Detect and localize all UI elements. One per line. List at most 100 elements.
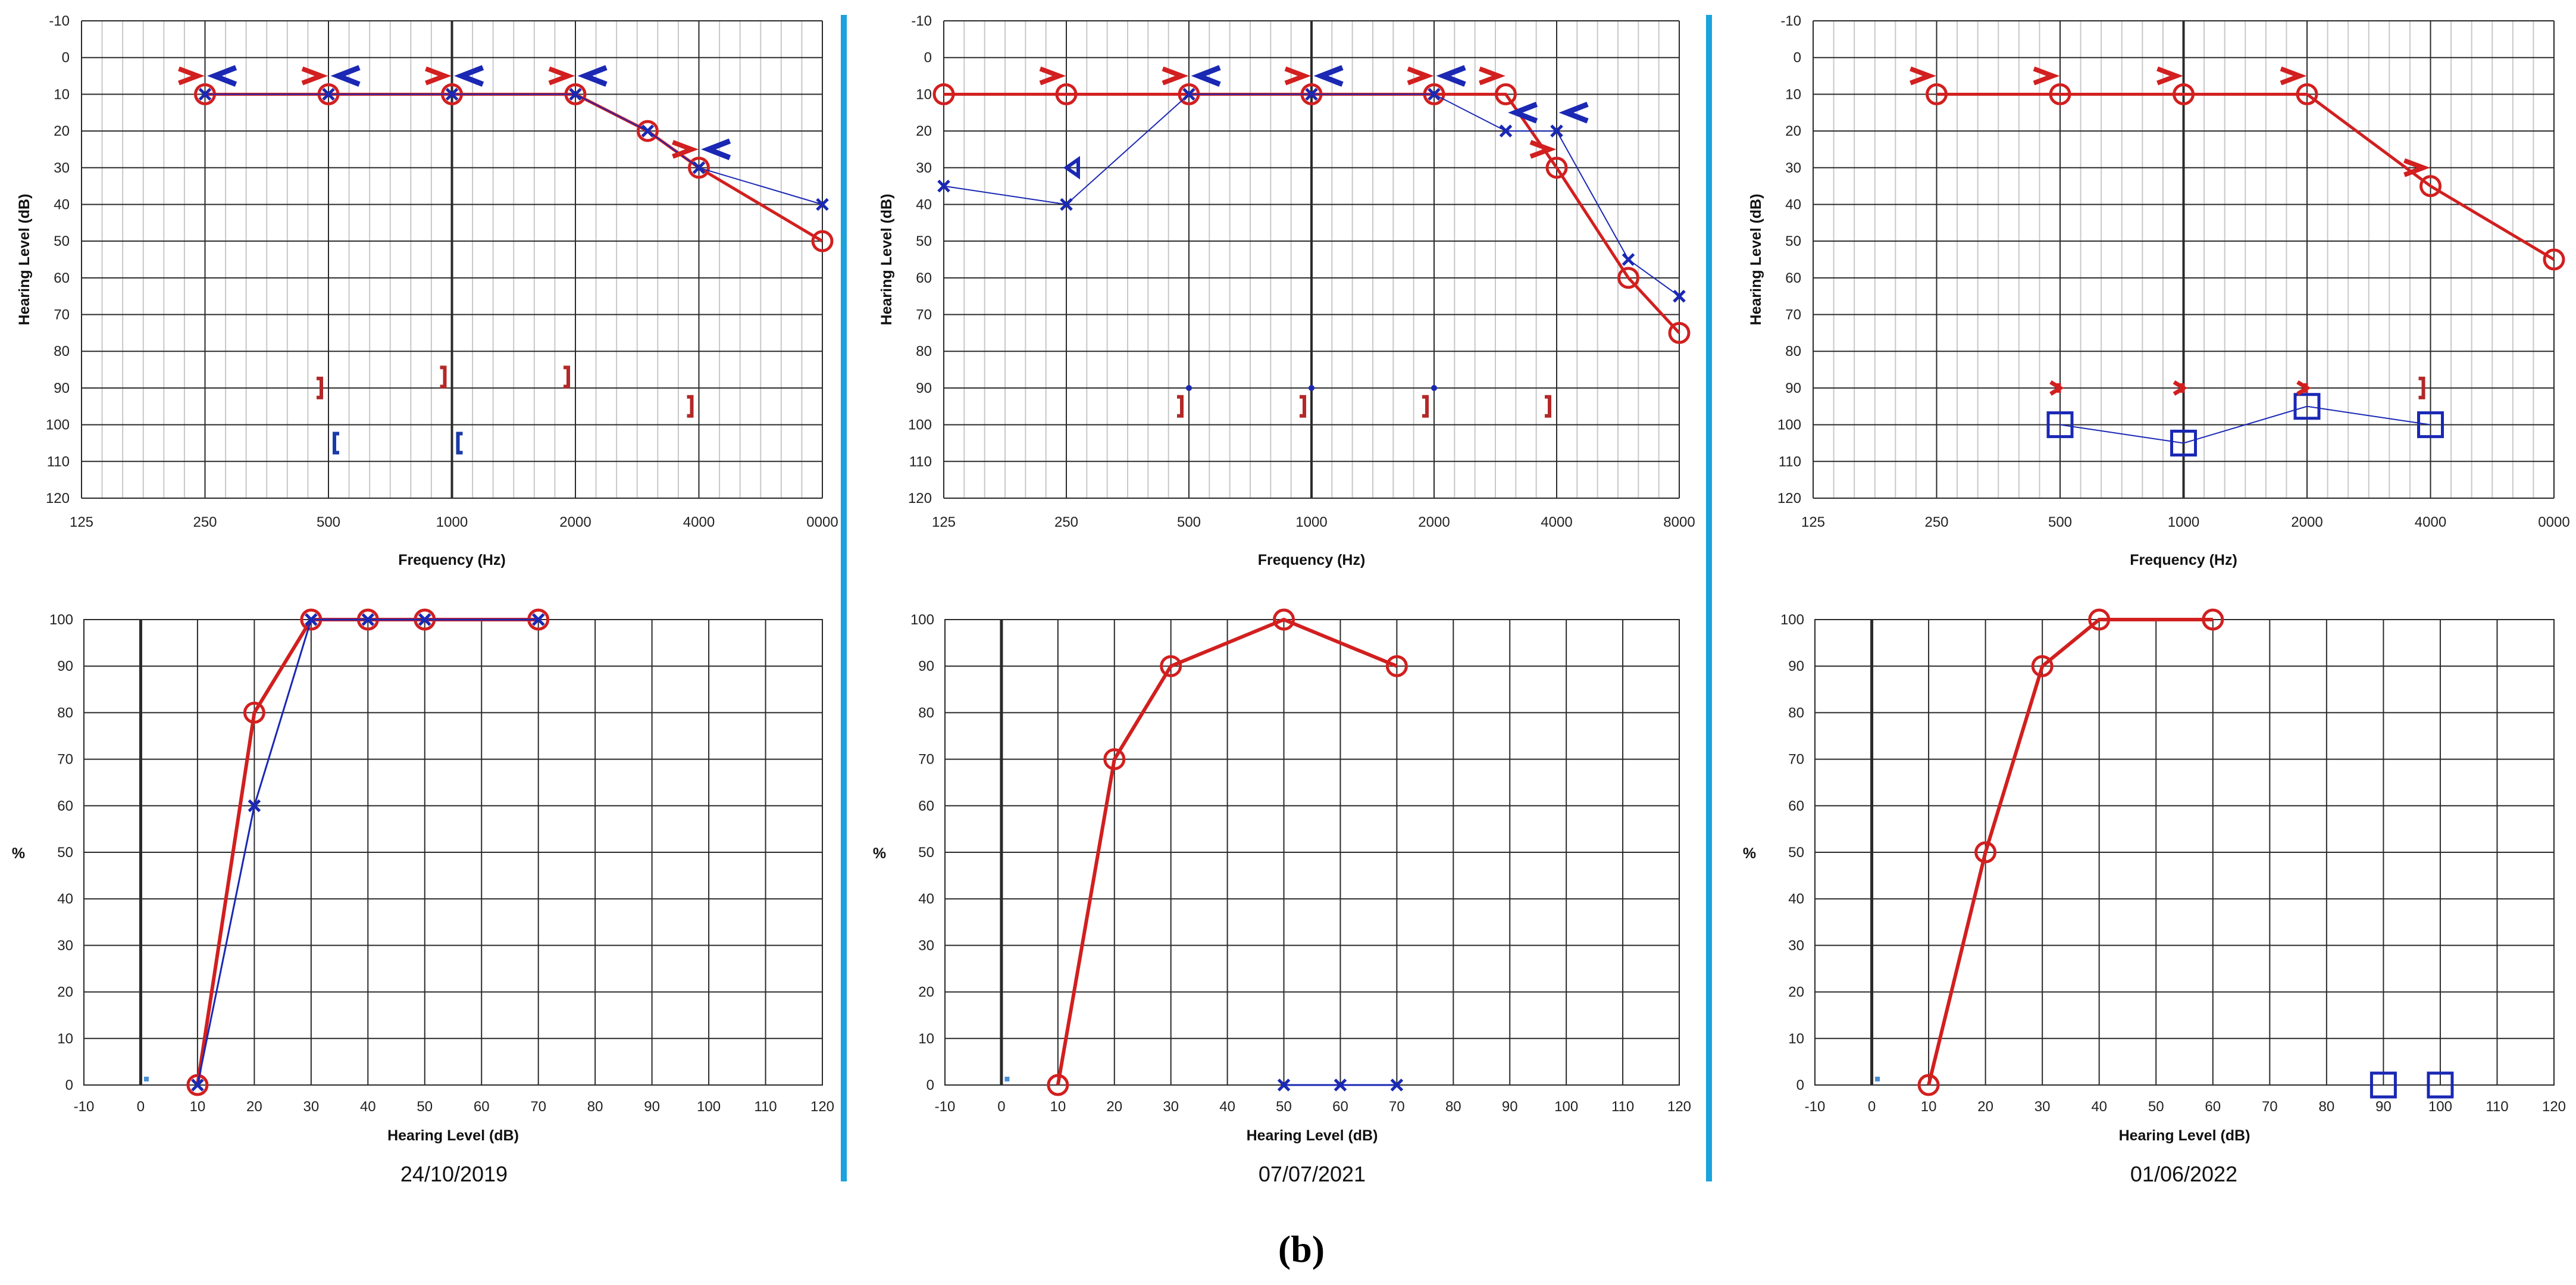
y-tick-label: 30 — [1788, 937, 1804, 953]
data-point — [305, 613, 318, 626]
x-tick-label: 20 — [1106, 1099, 1122, 1115]
series-left-ear — [191, 613, 545, 1092]
y-tick-label: 0 — [924, 50, 932, 66]
y-tick-label: 0 — [62, 50, 70, 66]
y-tick-label: 100 — [910, 612, 934, 628]
x-tick-label: 120 — [2542, 1099, 2566, 1115]
data-point — [701, 138, 731, 161]
y-tick-label: 10 — [1785, 86, 1801, 102]
y-tick-label: 70 — [54, 307, 70, 323]
y-tick-label: 20 — [1788, 984, 1804, 1001]
y-tick-label: 100 — [1780, 612, 1804, 628]
data-point — [1558, 102, 1589, 124]
y-tick-label: 80 — [57, 705, 73, 721]
data-point — [1390, 1078, 1404, 1092]
data-point — [1431, 384, 1437, 391]
series-right-ear-masked — [1910, 66, 2430, 177]
y-tick-label: 80 — [916, 343, 932, 359]
y-tick-label: 110 — [1779, 454, 1801, 470]
y-tick-label: 30 — [1785, 160, 1801, 176]
x-tick-label: 500 — [1177, 514, 1201, 530]
data-point — [322, 87, 335, 101]
data-point — [2170, 429, 2197, 457]
data-point — [317, 376, 323, 399]
x-tick-label: 0 — [137, 1099, 145, 1115]
data-point — [636, 120, 659, 142]
series-line — [196, 618, 539, 1086]
x-tick-label: 4000 — [2415, 514, 2446, 530]
figure-label: (b) — [1278, 1228, 1325, 1270]
x-tick-label: 2000 — [559, 514, 591, 530]
x-tick-label: 120 — [1667, 1099, 1691, 1115]
x-tick-label: 125 — [70, 514, 93, 530]
x-tick-label: 0000 — [806, 514, 838, 530]
data-point — [1550, 124, 1563, 137]
y-tick-label: 70 — [916, 307, 932, 323]
data-point — [333, 432, 339, 455]
data-point — [1673, 289, 1686, 303]
data-point — [1910, 66, 1936, 86]
data-point — [1428, 87, 1441, 101]
x-tick-label: 8000 — [1663, 514, 1695, 530]
x-tick-label: 10 — [1921, 1099, 1937, 1115]
y-tick-label: -10 — [49, 13, 70, 29]
y-tick-label: 100 — [908, 417, 932, 433]
y-tick-label: -10 — [911, 13, 932, 29]
data-point — [243, 701, 265, 724]
series-left-bone-masked — [2046, 393, 2444, 457]
data-point — [2202, 608, 2224, 631]
data-point — [569, 87, 582, 101]
data-point — [1160, 655, 1182, 677]
x-tick-label: 80 — [2318, 1099, 2334, 1115]
data-point — [1039, 66, 1066, 86]
data-point — [2280, 66, 2307, 86]
data-point — [1334, 1078, 1347, 1092]
data-point — [2156, 66, 2183, 86]
series-left-bone — [1186, 384, 1437, 391]
x-tick-label: 30 — [2034, 1099, 2051, 1115]
y-tick-label: 40 — [1785, 196, 1801, 212]
data-point — [2031, 655, 2054, 677]
x-tick-label: 10 — [1050, 1099, 1066, 1115]
data-point — [937, 179, 950, 193]
series-left-bone-masked — [333, 432, 463, 455]
data-point — [330, 65, 361, 87]
series-left-ear-masked — [207, 65, 731, 161]
x-tick-label: 110 — [754, 1099, 777, 1115]
data-point — [2427, 1071, 2454, 1099]
series-left-ear-masked — [1191, 65, 1589, 124]
y-tick-label: 40 — [918, 891, 934, 907]
x-tick-label: 500 — [317, 514, 340, 530]
y-tick-label: 60 — [918, 798, 934, 814]
data-point — [445, 87, 459, 101]
data-point — [1422, 395, 1429, 418]
x-tick-label: 30 — [1163, 1099, 1179, 1115]
x-tick-label: 50 — [1276, 1099, 1292, 1115]
data-point — [1273, 608, 1295, 631]
series-left-ear-no-response — [1063, 156, 1080, 180]
data-point — [1974, 841, 1997, 864]
data-point — [1529, 140, 1557, 159]
data-point — [531, 613, 545, 626]
x-tick-label: 60 — [474, 1099, 490, 1115]
data-point — [1060, 198, 1073, 211]
y-tick-label: 10 — [57, 1031, 73, 1047]
data-point — [692, 161, 706, 174]
series-line — [1936, 92, 2555, 261]
y-tick-label: 60 — [1785, 270, 1801, 286]
data-point — [2049, 380, 2064, 396]
x-tick-label: 50 — [2148, 1099, 2164, 1115]
data-point — [1162, 66, 1189, 86]
data-point — [2418, 376, 2425, 399]
x-tick-label: 70 — [530, 1099, 546, 1115]
x-tick-label: 110 — [2486, 1099, 2508, 1115]
x-tick-label: 2000 — [2291, 514, 2323, 530]
data-point — [548, 66, 575, 86]
x-tick-label: 1000 — [2168, 514, 2199, 530]
x-tick-label: 2000 — [1418, 514, 1450, 530]
